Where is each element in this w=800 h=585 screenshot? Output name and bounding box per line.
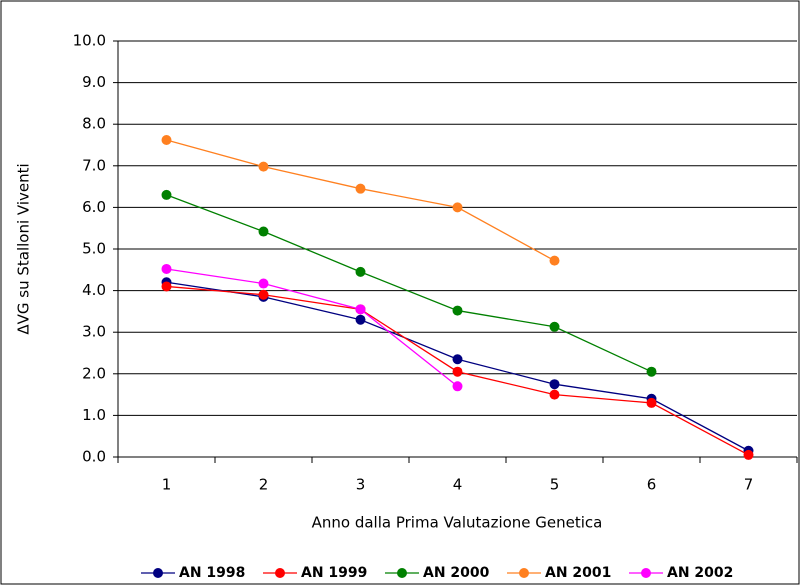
data-point xyxy=(355,314,366,325)
y-tick-label: 9.0 xyxy=(82,73,106,91)
data-point xyxy=(452,366,463,377)
data-point xyxy=(452,305,463,316)
data-point xyxy=(452,354,463,365)
data-point xyxy=(161,281,172,292)
legend-label: AN 1999 xyxy=(301,565,367,581)
y-tick-label: 1.0 xyxy=(82,406,106,424)
y-tick-label: 6.0 xyxy=(82,198,106,216)
data-point xyxy=(355,183,366,194)
x-axis-title: Anno dalla Prima Valutazione Genetica xyxy=(312,514,603,532)
data-point xyxy=(549,379,560,390)
data-point xyxy=(258,278,269,289)
legend-marker xyxy=(275,568,285,578)
data-point xyxy=(161,189,172,200)
data-point xyxy=(161,263,172,274)
y-tick-label: 7.0 xyxy=(82,156,106,174)
data-point xyxy=(258,226,269,237)
x-tick-label: 3 xyxy=(356,476,366,494)
y-tick-label: 2.0 xyxy=(82,364,106,382)
data-point xyxy=(355,304,366,315)
y-tick-label: 0.0 xyxy=(82,448,106,466)
x-tick-label: 5 xyxy=(550,476,560,494)
y-tick-label: 3.0 xyxy=(82,323,106,341)
legend-label: AN 2000 xyxy=(423,565,490,581)
data-point xyxy=(258,289,269,300)
data-point xyxy=(161,135,172,146)
legend-marker xyxy=(519,568,529,578)
legend-marker xyxy=(153,568,163,578)
data-point xyxy=(646,397,657,408)
y-axis-title: ΔVG su Stalloni Viventi xyxy=(15,163,33,334)
series-line xyxy=(166,194,652,373)
x-tick-label: 2 xyxy=(259,476,269,494)
data-point xyxy=(452,202,463,213)
data-point xyxy=(452,381,463,392)
legend-marker xyxy=(397,568,407,578)
data-point xyxy=(549,255,560,266)
y-tick-label: 10.0 xyxy=(73,32,106,50)
data-point xyxy=(743,449,754,460)
data-point xyxy=(549,389,560,400)
data-point xyxy=(355,266,366,277)
x-tick-label: 4 xyxy=(453,476,463,494)
y-tick-label: 5.0 xyxy=(82,240,106,258)
x-tick-label: 6 xyxy=(647,476,657,494)
legend-marker xyxy=(641,568,651,578)
x-tick-label: 1 xyxy=(162,476,172,494)
legend-label: AN 1998 xyxy=(179,565,245,581)
legend-label: AN 2001 xyxy=(545,565,611,581)
y-tick-label: 4.0 xyxy=(82,281,106,299)
data-point xyxy=(549,321,560,332)
data-point xyxy=(258,161,269,172)
y-tick-label: 8.0 xyxy=(82,115,106,133)
data-point xyxy=(646,366,657,377)
series-line xyxy=(166,268,458,387)
x-tick-label: 7 xyxy=(744,476,754,494)
legend-label: AN 2002 xyxy=(667,565,733,581)
